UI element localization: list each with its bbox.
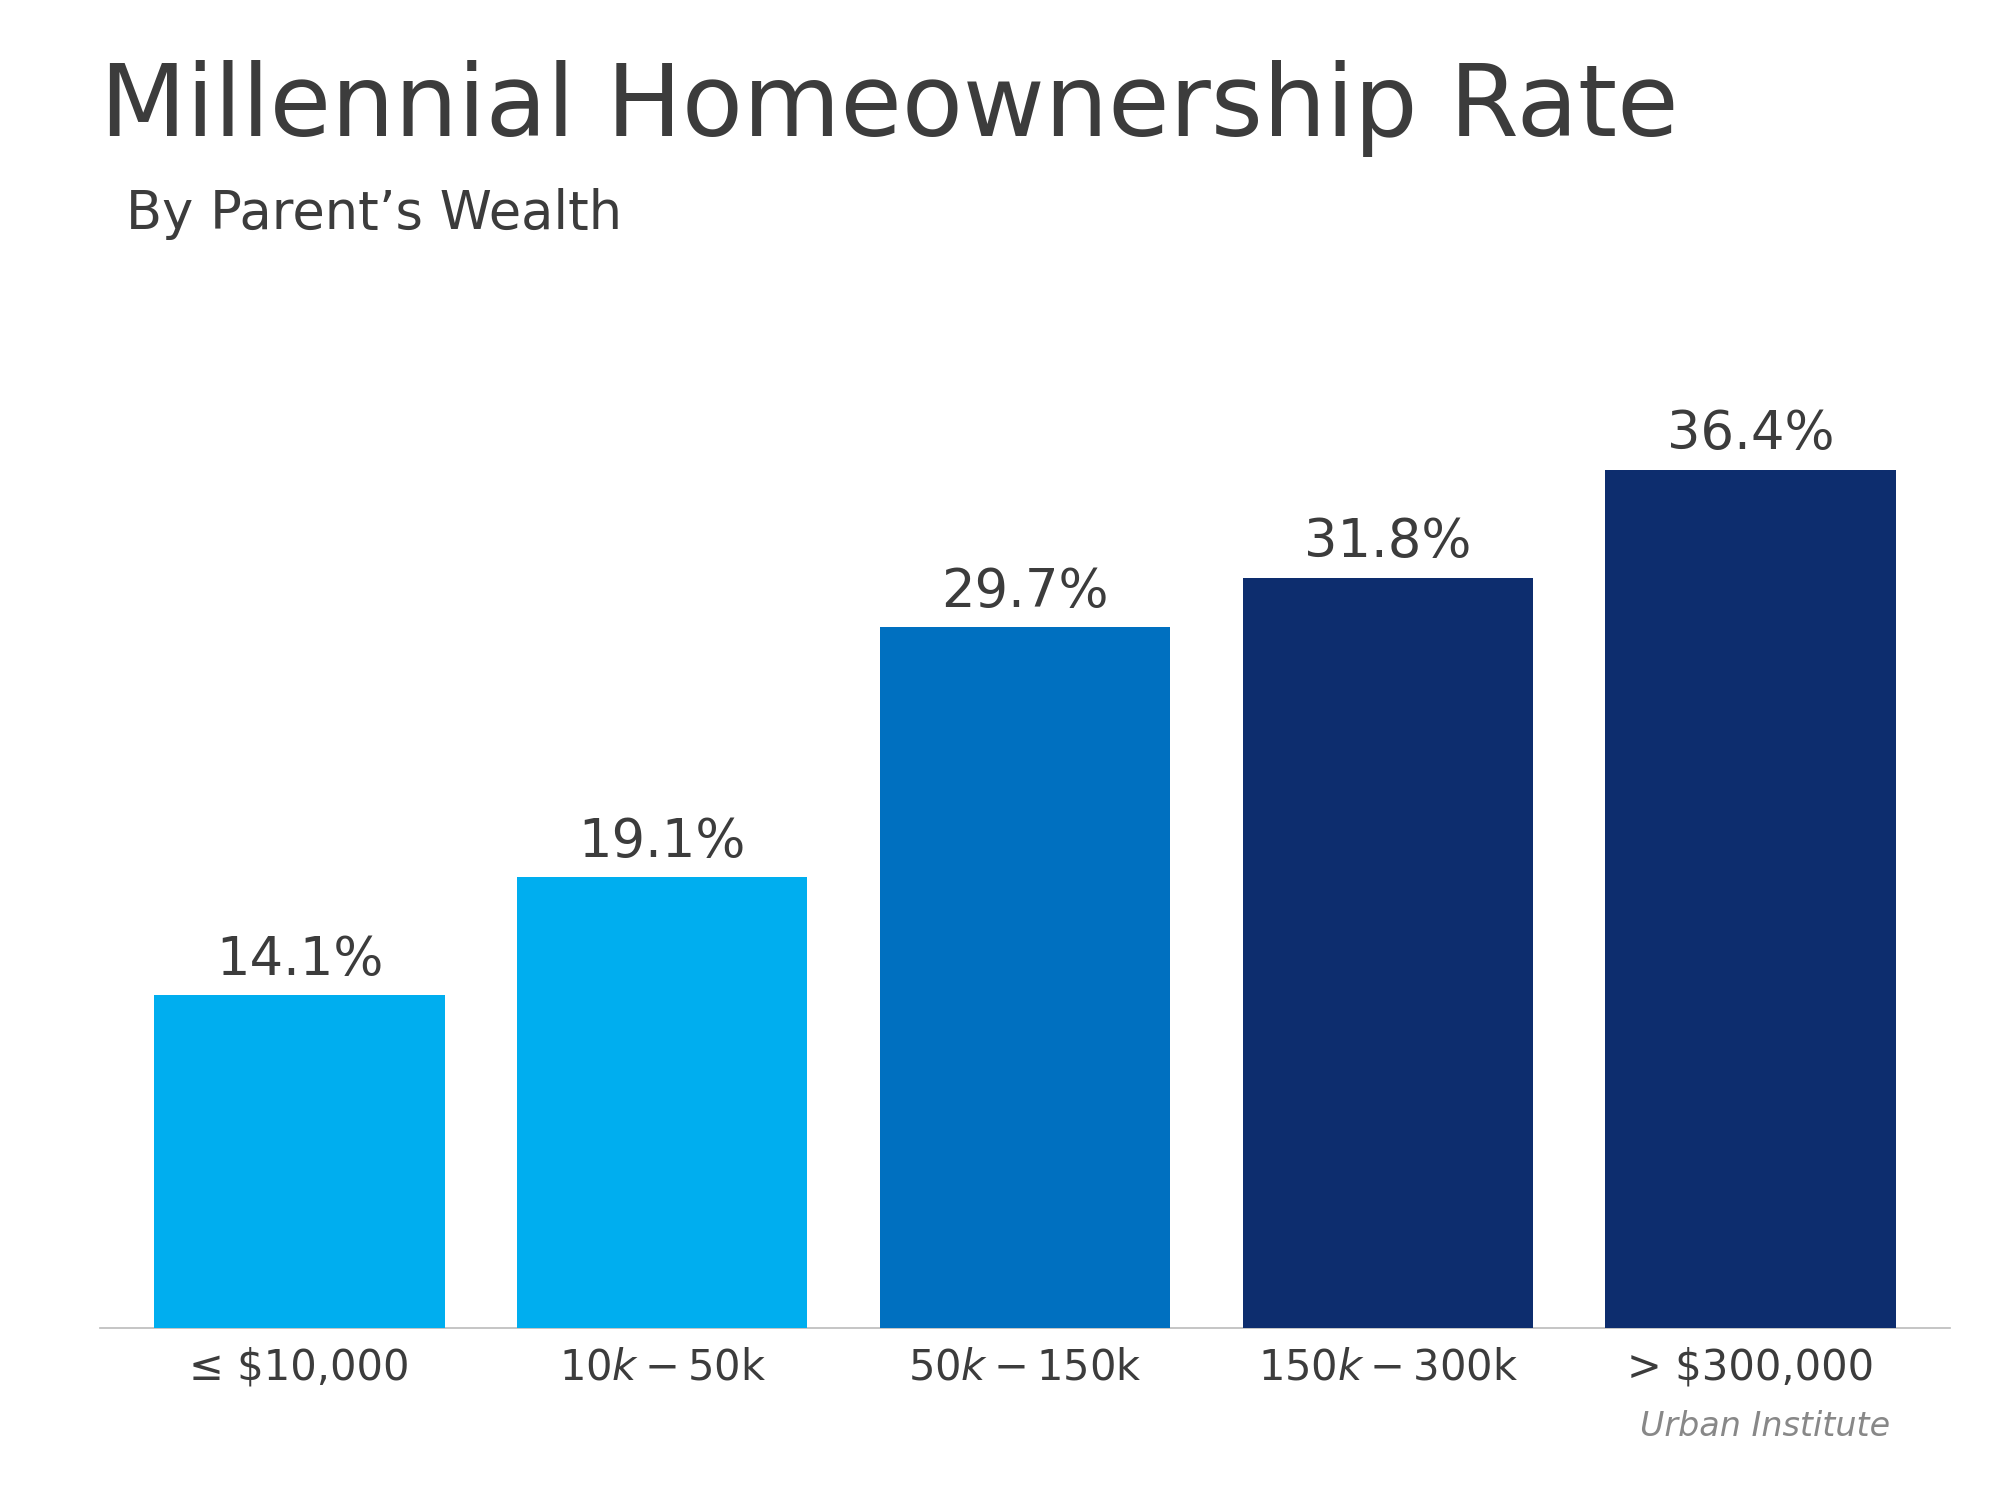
Text: 29.7%: 29.7%	[942, 566, 1108, 618]
Text: 19.1%: 19.1%	[578, 816, 746, 868]
Text: 14.1%: 14.1%	[216, 933, 384, 986]
Bar	[880, 627, 1170, 1328]
Text: By Parent’s Wealth: By Parent’s Wealth	[126, 188, 622, 240]
Bar	[518, 878, 808, 1328]
Text: Millennial Homeownership Rate: Millennial Homeownership Rate	[100, 60, 1678, 158]
Bar	[1606, 470, 1896, 1328]
Text: 36.4%: 36.4%	[1666, 408, 1834, 460]
Bar	[154, 994, 444, 1328]
Text: 31.8%: 31.8%	[1304, 516, 1472, 568]
Text: Urban Institute: Urban Institute	[1640, 1410, 1890, 1443]
Bar	[1242, 578, 1532, 1328]
